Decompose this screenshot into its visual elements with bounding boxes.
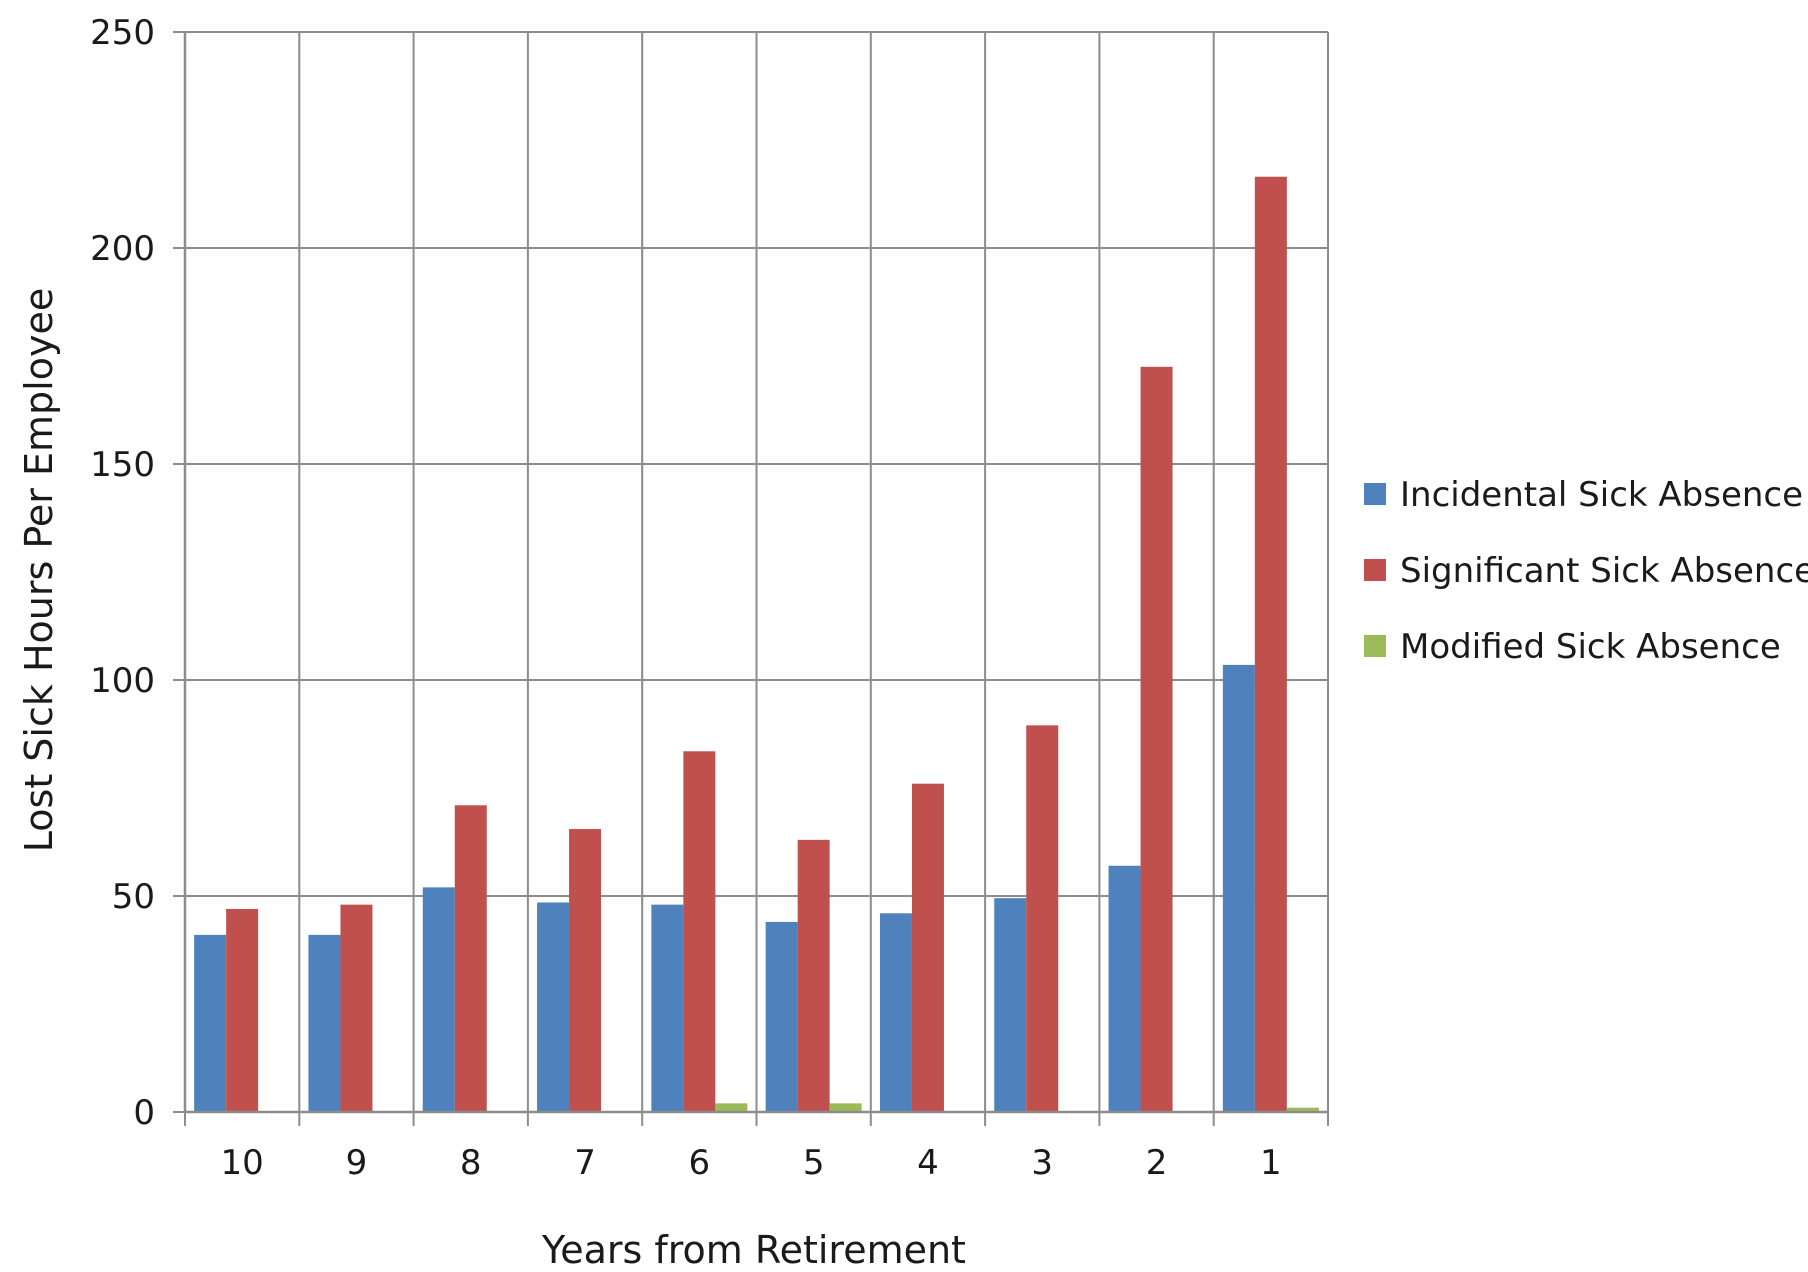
- bar-incidental-sick-absence-8: [422, 887, 455, 1112]
- y-tick-label: 150: [90, 445, 155, 485]
- x-tick-label: 5: [803, 1143, 825, 1183]
- legend-swatch: [1364, 635, 1386, 657]
- bar-incidental-sick-absence-9: [308, 934, 341, 1112]
- bar-significant-sick-absence-10: [226, 908, 259, 1112]
- legend-swatch: [1364, 559, 1386, 581]
- bar-incidental-sick-absence-3: [994, 898, 1027, 1112]
- bar-incidental-sick-absence-5: [765, 921, 798, 1112]
- x-axis-title: Years from Retirement: [541, 1228, 966, 1268]
- y-tick-label: 0: [133, 1093, 155, 1133]
- bar-significant-sick-absence-4: [911, 783, 944, 1112]
- bar-incidental-sick-absence-2: [1108, 865, 1141, 1112]
- bar-modified-sick-absence-5: [829, 1103, 862, 1112]
- bar-modified-sick-absence-6: [715, 1103, 748, 1112]
- bar-incidental-sick-absence-10: [194, 934, 227, 1112]
- x-tick-label: 9: [346, 1143, 368, 1183]
- tick-labels: 0 50 100 150 200 250 10 9 8 7 6 5 4 3 2 1: [90, 13, 1282, 1183]
- y-axis-title: Lost Sick Hours Per Employee: [17, 288, 61, 852]
- y-tick-label: 200: [90, 229, 155, 269]
- bars: [194, 176, 1319, 1113]
- bar-significant-sick-absence-2: [1140, 366, 1173, 1112]
- bar-incidental-sick-absence-1: [1222, 664, 1255, 1112]
- bar-significant-sick-absence-5: [797, 839, 830, 1112]
- x-tick-label: 10: [221, 1143, 264, 1183]
- bar-incidental-sick-absence-6: [651, 904, 684, 1112]
- bar-significant-sick-absence-6: [683, 751, 716, 1112]
- bar-significant-sick-absence-9: [340, 904, 373, 1112]
- legend-label: Modified Sick Absence: [1400, 627, 1781, 667]
- x-tick-label: 6: [689, 1143, 711, 1183]
- legend-label: Significant Sick Absence: [1400, 551, 1808, 591]
- y-tick-label: 50: [112, 877, 155, 917]
- bar-modified-sick-absence-1: [1286, 1107, 1319, 1112]
- legend-label: Incidental Sick Absence: [1400, 475, 1803, 515]
- bar-significant-sick-absence-7: [569, 829, 602, 1112]
- x-tick-label: 7: [574, 1143, 596, 1183]
- legend-swatch: [1364, 483, 1386, 505]
- x-tick-label: 8: [460, 1143, 482, 1183]
- x-tick-label: 2: [1146, 1143, 1168, 1183]
- bar-incidental-sick-absence-7: [537, 902, 570, 1112]
- y-tick-label: 250: [90, 13, 155, 53]
- x-tick-label: 4: [917, 1143, 939, 1183]
- x-tick-label: 3: [1031, 1143, 1053, 1183]
- bar-significant-sick-absence-1: [1254, 176, 1287, 1113]
- legend: Incidental Sick Absence Significant Sick …: [1364, 475, 1808, 667]
- y-tick-label: 100: [90, 661, 155, 701]
- bar-significant-sick-absence-8: [454, 805, 487, 1112]
- axes: [173, 31, 1329, 1126]
- x-tick-label: 1: [1260, 1143, 1282, 1183]
- bar-significant-sick-absence-3: [1026, 725, 1059, 1112]
- bar-incidental-sick-absence-4: [879, 913, 912, 1112]
